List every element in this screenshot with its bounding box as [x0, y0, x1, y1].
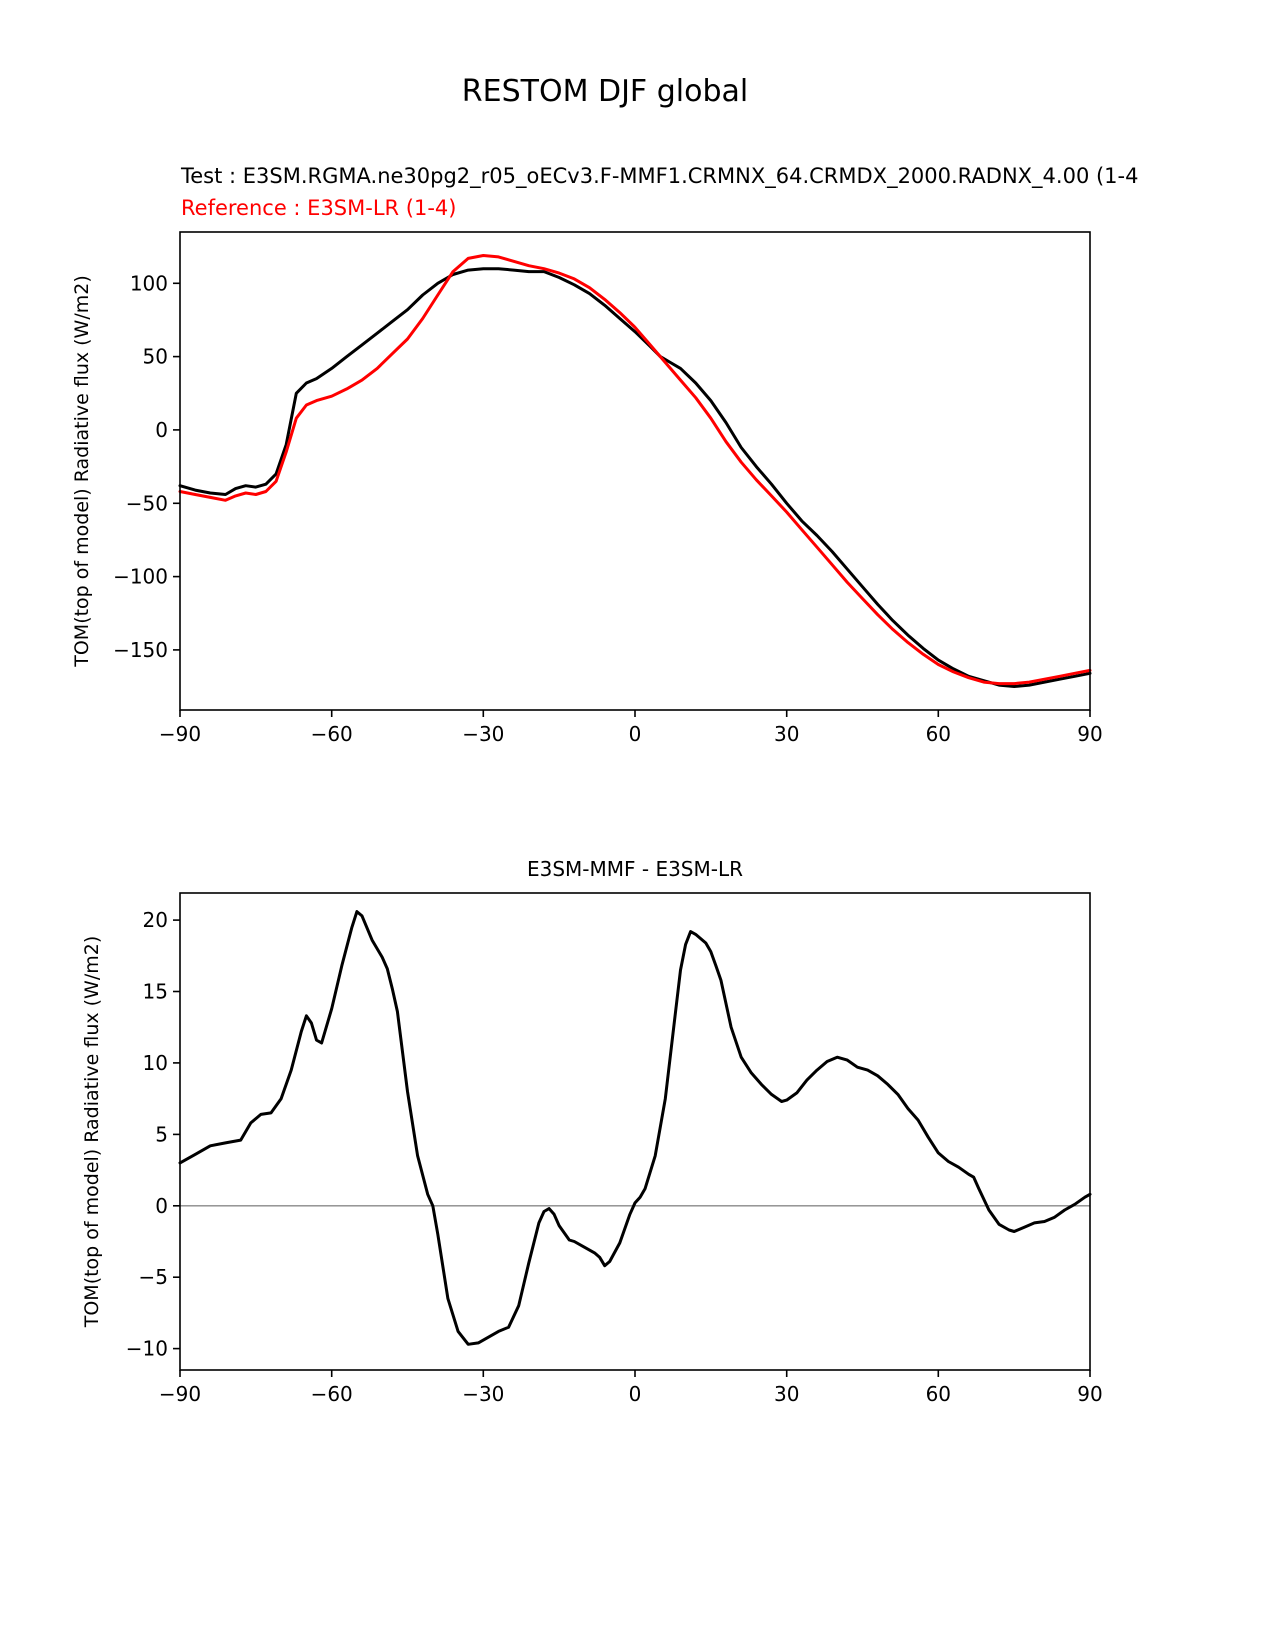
- y-tick-label: 50: [143, 345, 168, 369]
- x-tick-label: 30: [774, 1382, 799, 1406]
- x-tick-label: −30: [462, 1382, 504, 1406]
- x-tick-label: 60: [926, 722, 951, 746]
- reference-label: Reference : E3SM-LR (1-4): [181, 196, 457, 220]
- y-tick-label: 15: [143, 980, 168, 1004]
- y-tick-label: 0: [155, 1194, 168, 1218]
- axes-box: [179, 892, 1091, 1371]
- x-tick-label: −30: [462, 722, 504, 746]
- x-tick-label: 0: [629, 722, 642, 746]
- x-tick-label: 90: [1077, 722, 1102, 746]
- y-axis-label: TOM(top of model) Radiative flux (W/m2): [81, 936, 103, 1329]
- axes-box: [179, 231, 1091, 711]
- x-tick-label: 0: [629, 1382, 642, 1406]
- figure-title: RESTOM DJF global: [461, 74, 749, 109]
- test-label: Test : E3SM.RGMA.ne30pg2_r05_oECv3.F-MMF…: [181, 164, 1139, 188]
- y-axis-label: TOM(top of model) Radiative flux (W/m2): [71, 275, 93, 668]
- x-tick-label: −90: [159, 1382, 201, 1406]
- x-tick-label: −90: [159, 722, 201, 746]
- x-tick-label: 90: [1077, 1382, 1102, 1406]
- x-tick-label: −60: [311, 722, 353, 746]
- x-tick-label: 60: [926, 1382, 951, 1406]
- y-tick-label: 0: [155, 418, 168, 442]
- y-tick-label: −10: [126, 1337, 168, 1361]
- y-tick-label: −50: [126, 491, 168, 515]
- y-tick-label: 20: [143, 908, 168, 932]
- series-difference-line: [178, 910, 1092, 1346]
- chart-main: −90 −60 −30 0 30 60 90 −150 −100 −50 0 50 100 TOM(top…: [71, 231, 1103, 746]
- y-tick-label: −150: [113, 638, 168, 662]
- series-reference-line: [178, 254, 1092, 686]
- y-tick-label: −100: [113, 565, 168, 589]
- chart-title: E3SM-MMF - E3SM-LR: [527, 857, 743, 881]
- y-tick-label: 100: [130, 271, 168, 295]
- x-tick-label: −60: [311, 1382, 353, 1406]
- series-test-line: [178, 267, 1092, 688]
- chart-difference: −90 −60 −30 0 30 60 90 −10 −5 0 5 10 15 20 TOM(top of …: [81, 857, 1103, 1406]
- y-tick-label: −5: [139, 1265, 168, 1289]
- y-tick-label: 5: [155, 1122, 168, 1146]
- x-tick-label: 30: [774, 722, 799, 746]
- y-tick-label: 10: [143, 1051, 168, 1075]
